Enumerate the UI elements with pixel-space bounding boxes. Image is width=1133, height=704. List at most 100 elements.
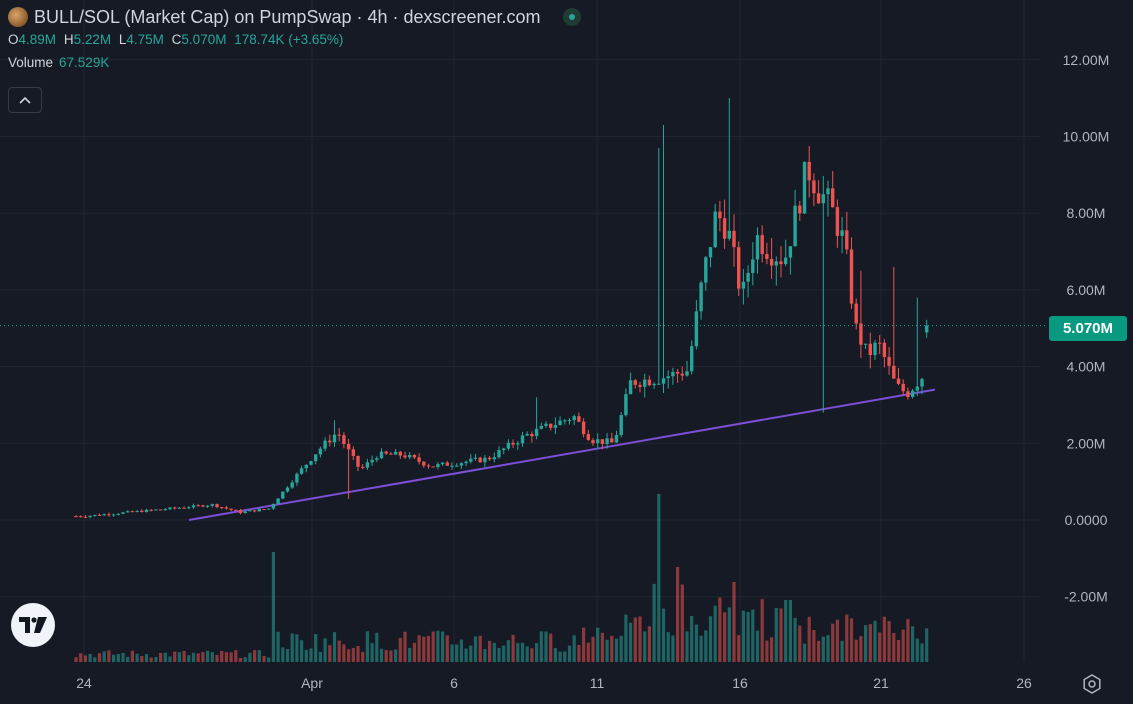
volume-bar	[920, 643, 924, 662]
volume-bar	[582, 627, 586, 662]
candle-body	[365, 462, 370, 468]
candle-body	[483, 457, 487, 463]
candle-body	[567, 420, 572, 422]
volume-bar	[144, 654, 149, 662]
candle-body	[558, 420, 562, 426]
y-tick-label: -2.00M	[1064, 589, 1108, 605]
volume-bar	[135, 653, 139, 662]
volume-bar	[248, 652, 252, 662]
candle-body	[469, 458, 473, 462]
candle-body	[802, 161, 807, 214]
volume-bar	[779, 608, 783, 662]
candle-body	[638, 384, 642, 387]
candle-body	[685, 371, 689, 376]
candle-body	[163, 509, 167, 511]
volume-bar	[699, 635, 703, 662]
volume-bar	[163, 652, 167, 662]
candle-body	[408, 454, 412, 458]
collapse-legend-button[interactable]	[8, 87, 42, 113]
candle-body	[727, 230, 731, 239]
candle-body	[276, 498, 280, 504]
open-value: 4.89M	[18, 32, 57, 47]
candle-body	[798, 205, 802, 214]
volume-bar	[600, 632, 604, 662]
candle-body	[375, 458, 379, 460]
candle-body	[520, 435, 525, 444]
volume-bar	[187, 655, 191, 662]
candle-body	[196, 505, 200, 507]
candle-body	[299, 468, 304, 474]
volume-bar	[271, 552, 275, 662]
candle-body	[765, 254, 769, 259]
candle-body	[751, 259, 755, 273]
volume-bar	[652, 583, 656, 662]
chart-title: BULL/SOL (Market Cap) on PumpSwap · 4h ·…	[34, 6, 541, 27]
volume-bar	[375, 632, 379, 662]
candle-body	[746, 272, 750, 282]
volume-bar	[520, 642, 525, 662]
candle-body	[643, 379, 647, 387]
volume-bar	[173, 651, 177, 662]
candle-body	[431, 466, 435, 468]
candle-body	[173, 507, 177, 509]
volume-bar	[431, 631, 435, 662]
candle-body	[516, 443, 520, 445]
volume-bar	[671, 635, 675, 662]
volume-bar	[586, 642, 590, 662]
volume-bar	[859, 636, 863, 662]
volume-bar	[290, 633, 294, 662]
volume-bar	[718, 597, 722, 662]
volume-bar	[191, 652, 196, 662]
volume-bar	[690, 615, 694, 662]
candle-body	[661, 378, 666, 384]
volume-bar	[511, 634, 515, 662]
candle-body	[243, 511, 247, 514]
volume-bar	[112, 654, 116, 662]
y-tick-label: 10.00M	[1063, 129, 1110, 145]
y-tick-label: 6.00M	[1067, 282, 1106, 298]
candle-body	[708, 247, 713, 258]
candle-body	[690, 346, 694, 372]
volume-bar	[149, 657, 153, 662]
candle-body	[812, 180, 816, 194]
candle-body	[502, 448, 506, 451]
candle-body	[873, 342, 877, 356]
candle-body	[821, 194, 825, 204]
volume-bar	[196, 653, 200, 662]
volume-bar	[473, 636, 478, 662]
settings-gear-icon[interactable]	[1080, 672, 1104, 696]
tradingview-logo-icon[interactable]	[11, 603, 55, 647]
volume-bar	[661, 608, 666, 662]
volume-bar	[539, 631, 543, 662]
candle-body	[238, 510, 243, 514]
volume-bar	[182, 651, 186, 662]
volume-bar	[864, 625, 868, 662]
x-tick-label: 6	[450, 675, 458, 691]
volume-bar	[835, 619, 839, 662]
volume-bar	[455, 644, 459, 662]
candle-body	[925, 325, 929, 333]
candle-body	[361, 466, 365, 468]
candle-body	[549, 423, 553, 428]
candle-body	[455, 465, 459, 467]
candle-body	[788, 246, 793, 258]
candle-body	[591, 440, 595, 444]
candle-body	[191, 505, 196, 508]
candle-body	[741, 281, 746, 289]
volume-bar	[201, 651, 205, 662]
volume-bar	[74, 657, 78, 662]
volume-bar	[398, 637, 402, 662]
y-tick-label: 8.00M	[1067, 205, 1106, 221]
candle-body	[586, 434, 590, 441]
volume-bar	[911, 626, 915, 662]
candle-body	[393, 451, 398, 455]
volume-bar	[755, 630, 760, 662]
candle-body	[356, 455, 360, 467]
candle-body	[79, 516, 83, 518]
y-tick-label: 2.00M	[1067, 435, 1106, 451]
candle-body	[389, 453, 393, 455]
candle-body	[544, 423, 548, 426]
candle-body	[657, 383, 661, 385]
volume-bar	[802, 643, 807, 662]
